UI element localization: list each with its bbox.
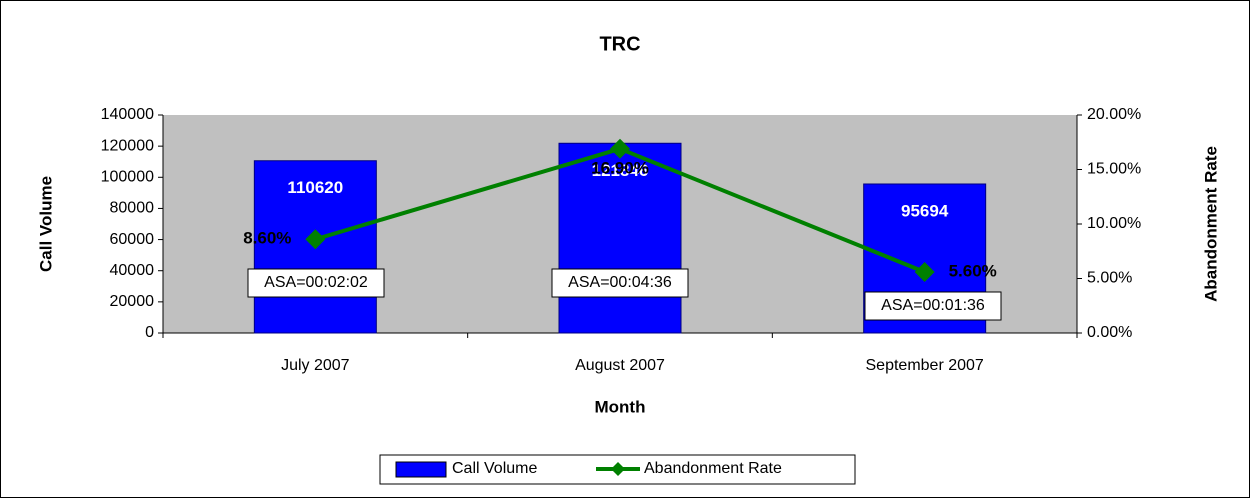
bar-value-label: 110620 bbox=[287, 178, 343, 197]
y2-tick-label: 15.00% bbox=[1087, 161, 1141, 178]
line-value-label: 5.60% bbox=[949, 261, 997, 280]
legend-label: Call Volume bbox=[452, 460, 537, 477]
bar-value-label: 95694 bbox=[901, 201, 949, 220]
y-tick-label: 120000 bbox=[101, 137, 154, 154]
x-tick-label: August 2007 bbox=[575, 357, 665, 374]
y-tick-label: 80000 bbox=[110, 200, 155, 217]
y-tick-label: 140000 bbox=[101, 106, 154, 123]
legend-box bbox=[379, 454, 856, 485]
y-tick-label: 40000 bbox=[110, 262, 155, 279]
bar-value-label: 121846 bbox=[592, 161, 649, 180]
annotation: ASA=00:02:02 bbox=[264, 274, 368, 291]
y-tick-label: 100000 bbox=[101, 169, 154, 186]
line-marker bbox=[305, 229, 326, 250]
x-axis-label: Month bbox=[595, 397, 646, 416]
y2-tick-label: 10.00% bbox=[1087, 215, 1141, 232]
y2-axis-label: Abandonment Rate bbox=[1201, 146, 1220, 302]
y-tick-label: 60000 bbox=[110, 231, 155, 248]
legend-label: Abandonment Rate bbox=[644, 460, 782, 477]
legend-marker bbox=[611, 462, 625, 476]
annotation-box bbox=[247, 268, 385, 298]
line-marker bbox=[610, 138, 630, 159]
annotation: ASA=00:04:36 bbox=[568, 274, 672, 291]
annotation-box bbox=[864, 291, 1002, 321]
annotation: ASA=00:01:36 bbox=[881, 297, 985, 314]
line-marker bbox=[914, 261, 935, 282]
y2-tick-label: 0.00% bbox=[1087, 324, 1132, 341]
y-axis-label: Call Volume bbox=[36, 176, 55, 272]
y-tick-label: 20000 bbox=[110, 293, 155, 310]
chart-title: TRC bbox=[599, 33, 640, 55]
line-value-label: 16.90% bbox=[591, 158, 649, 177]
y2-tick-label: 20.00% bbox=[1087, 106, 1141, 123]
x-tick-label: July 2007 bbox=[281, 357, 350, 374]
annotation-box bbox=[551, 268, 689, 298]
line-value-label: 8.60% bbox=[243, 229, 291, 248]
y2-tick-label: 5.00% bbox=[1087, 270, 1132, 287]
legend-swatch bbox=[395, 461, 447, 478]
x-tick-label: September 2007 bbox=[866, 357, 984, 374]
y-tick-label: 0 bbox=[145, 324, 154, 341]
bar bbox=[558, 142, 682, 334]
